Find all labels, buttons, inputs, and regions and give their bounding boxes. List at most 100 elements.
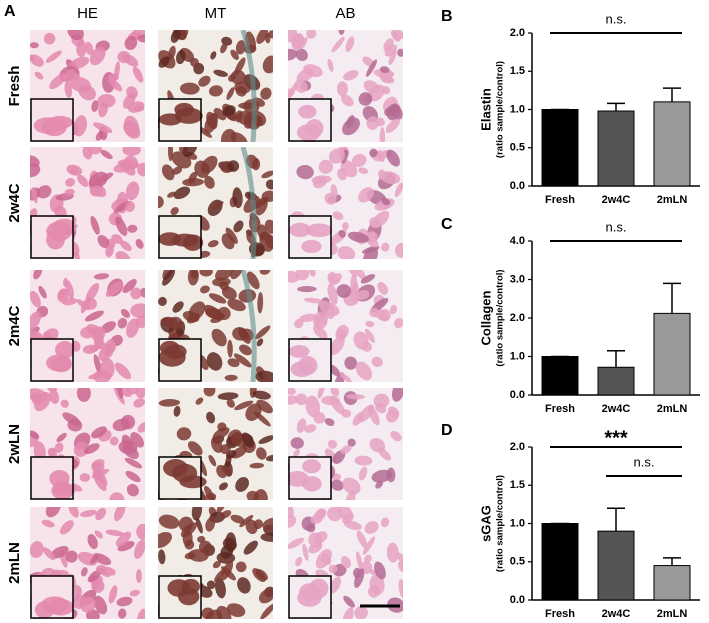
tissue-fiber: [369, 148, 378, 158]
tissue-fiber: [342, 117, 360, 136]
tissue-fiber: [167, 191, 176, 198]
inset-fiber: [290, 361, 314, 378]
error-bar: [663, 557, 681, 566]
tissue-fiber: [105, 339, 117, 353]
tissue-fiber: [356, 530, 368, 549]
tissue-fiber: [87, 534, 98, 549]
inset-fiber: [41, 118, 67, 137]
tissue-fiber: [124, 457, 143, 469]
y-axis-title: Elastin: [478, 88, 493, 131]
error-bar: [607, 102, 625, 112]
tissue-fiber: [204, 112, 218, 134]
tissue-fiber: [220, 560, 234, 581]
bar: [653, 312, 691, 396]
tissue-fiber: [237, 577, 251, 594]
tissue-fiber: [227, 160, 240, 172]
x-tick-label: Fresh: [545, 403, 575, 415]
tissue-fiber: [385, 118, 401, 133]
x-tick-label: 2mLN: [657, 403, 688, 415]
histology-image: [288, 388, 403, 500]
tissue-fiber: [358, 92, 373, 106]
tissue-fiber: [383, 38, 394, 52]
tissue-fiber: [172, 301, 184, 313]
inset-fiber: [296, 124, 321, 142]
tissue-fiber: [199, 270, 213, 277]
tissue-fiber: [30, 541, 44, 558]
tissue-fiber: [158, 195, 164, 209]
tissue-fiber: [227, 298, 246, 312]
tissue-fiber: [126, 318, 140, 338]
tissue-fiber: [208, 85, 223, 97]
tissue-fiber: [254, 325, 271, 340]
tissue-fiber: [303, 64, 323, 78]
tissue-fiber: [241, 432, 255, 448]
tissue-fiber: [227, 339, 233, 358]
tissue-fiber: [182, 311, 200, 323]
tissue-fiber: [318, 159, 333, 174]
tissue-fiber: [80, 326, 95, 339]
tissue-fiber: [371, 356, 383, 367]
tissue-fiber: [84, 310, 104, 322]
inset-fiber: [182, 234, 204, 251]
inset-fiber: [288, 345, 310, 358]
tissue-fiber: [397, 48, 403, 57]
inset-frame: [30, 456, 74, 500]
tissue-fiber: [59, 520, 74, 535]
y-tick-label: 0.5: [510, 142, 525, 154]
tissue-fiber: [66, 164, 83, 176]
tissue-fiber: [126, 86, 138, 99]
histology-image: [158, 30, 273, 142]
tissue-fiber: [340, 445, 352, 455]
tissue-fiber: [94, 530, 103, 539]
tissue-fiber: [317, 508, 326, 517]
tissue-fiber: [367, 237, 379, 248]
tissue-fiber: [137, 421, 145, 433]
tissue-fiber: [321, 395, 340, 406]
inset-fiber: [167, 579, 191, 597]
tissue-fiber: [109, 436, 119, 446]
tissue-fiber: [114, 388, 132, 398]
tissue-fiber: [365, 328, 375, 343]
inset-fiber: [55, 341, 75, 359]
tissue-fiber: [217, 392, 239, 401]
tissue-fiber: [220, 544, 234, 559]
tissue-fiber: [258, 588, 273, 604]
tissue-fiber: [234, 81, 251, 94]
tissue-fiber: [64, 81, 73, 98]
tissue-fiber: [50, 546, 69, 559]
tissue-fiber: [351, 153, 367, 167]
y-tick-label: 0.5: [510, 556, 525, 568]
tissue-fiber: [216, 605, 232, 619]
tissue-fiber: [366, 116, 380, 130]
tissue-fiber: [375, 480, 384, 489]
tissue-fiber: [381, 242, 390, 252]
tissue-fiber: [108, 78, 123, 92]
tissue-fiber: [117, 317, 128, 329]
x-tick-label: 2w4C: [602, 608, 631, 620]
panel-label: C: [441, 216, 453, 233]
tissue-fiber: [91, 459, 105, 469]
histology-image: [30, 507, 145, 619]
histology-image: [158, 507, 273, 619]
tissue-fiber: [45, 50, 62, 63]
row-label: 2wLN: [6, 424, 23, 464]
tissue-fiber: [162, 270, 176, 286]
tissue-fiber: [43, 32, 56, 45]
tissue-fiber: [130, 287, 142, 300]
tissue-fiber: [262, 517, 273, 531]
tissue-fiber: [135, 569, 142, 583]
tissue-fiber: [337, 168, 348, 181]
tissue-fiber: [375, 402, 387, 414]
tissue-fiber: [82, 147, 93, 160]
tissue-fiber: [238, 102, 255, 109]
tissue-fiber: [30, 290, 41, 308]
tissue-fiber: [394, 317, 403, 329]
tissue-fiber: [34, 71, 44, 80]
tissue-fiber: [123, 155, 139, 170]
histology-image: [30, 30, 145, 142]
tissue-fiber: [93, 354, 102, 376]
tissue-fiber: [158, 531, 172, 549]
tissue-fiber: [386, 149, 400, 167]
histology-image: [158, 388, 273, 500]
tissue-fiber: [125, 470, 141, 483]
